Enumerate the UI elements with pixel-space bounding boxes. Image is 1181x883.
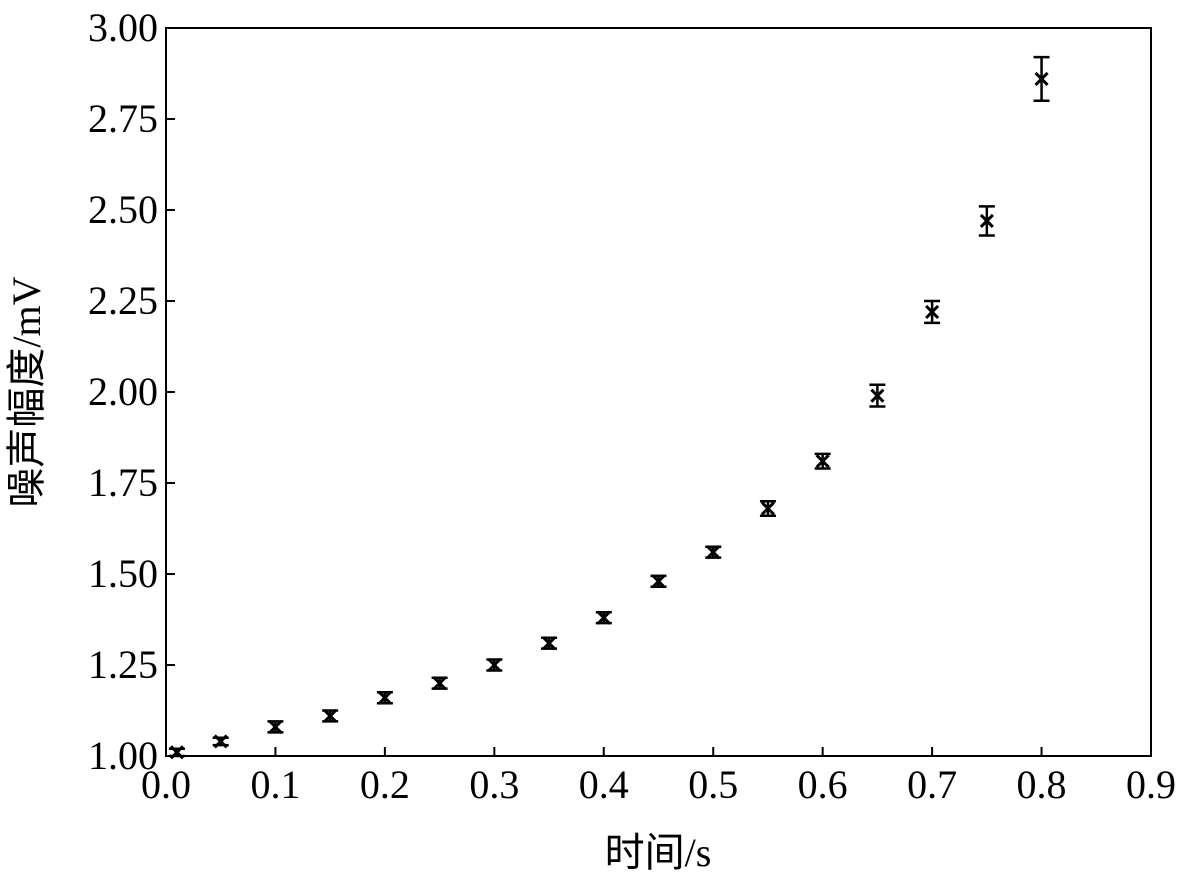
x-tick-label: 0.9 xyxy=(1126,762,1176,807)
data-point-x-marker xyxy=(432,676,447,691)
data-point-x-marker xyxy=(487,657,502,673)
data-point-x-marker xyxy=(323,708,338,724)
data-point-x-marker xyxy=(651,574,666,589)
y-axis-label: 噪声幅度/mV xyxy=(4,276,49,507)
data-point-x-marker xyxy=(541,636,557,651)
data-point-x-marker xyxy=(706,545,721,560)
data-point-x-marker xyxy=(760,501,776,516)
data-point-x-marker xyxy=(268,719,283,734)
x-tick-label: 0.5 xyxy=(688,762,738,807)
data-point-x-marker xyxy=(815,454,830,469)
y-tick-label: 2.75 xyxy=(88,96,158,141)
data-point-x-marker xyxy=(870,388,885,403)
y-tick-label: 2.00 xyxy=(88,369,158,414)
data-point-x-marker xyxy=(1034,71,1049,87)
x-tick-label: 0.1 xyxy=(250,762,300,807)
data-points xyxy=(168,55,1050,760)
x-tick-label: 0.4 xyxy=(579,762,629,807)
y-tick-label: 3.00 xyxy=(88,5,158,50)
x-tick-label: 0.8 xyxy=(1017,762,1067,807)
data-point-x-marker xyxy=(169,745,185,760)
y-tick-label: 1.75 xyxy=(88,460,158,505)
x-tick-label: 0.2 xyxy=(360,762,410,807)
data-point-x-marker xyxy=(377,690,392,705)
data-point-x-marker xyxy=(925,304,940,319)
x-tick-label: 0.6 xyxy=(798,762,848,807)
y-tick-label: 1.00 xyxy=(88,733,158,778)
x-axis-label: 时间/s xyxy=(605,830,712,875)
y-tick-label: 1.50 xyxy=(88,551,158,596)
y-tick-label: 2.50 xyxy=(88,187,158,232)
x-axis-ticks: 0.0 0.1 0.2 0.3 0.4 0.5 0.6 0.7 0.8 0.9 xyxy=(141,747,1176,807)
y-tick-label: 2.25 xyxy=(88,278,158,323)
plot-frame xyxy=(165,27,1152,757)
x-tick-label: 0.3 xyxy=(469,762,519,807)
y-tick-label: 1.25 xyxy=(88,642,158,687)
data-point-x-marker xyxy=(596,610,611,625)
data-point-x-marker xyxy=(213,734,228,749)
x-tick-label: 0.0 xyxy=(141,762,191,807)
data-point-x-marker xyxy=(979,213,994,228)
y-axis-ticks: 1.00 1.25 1.50 1.75 2.00 2.25 2.50 2.75 3.00 xyxy=(88,5,175,778)
x-tick-label: 0.7 xyxy=(907,762,957,807)
